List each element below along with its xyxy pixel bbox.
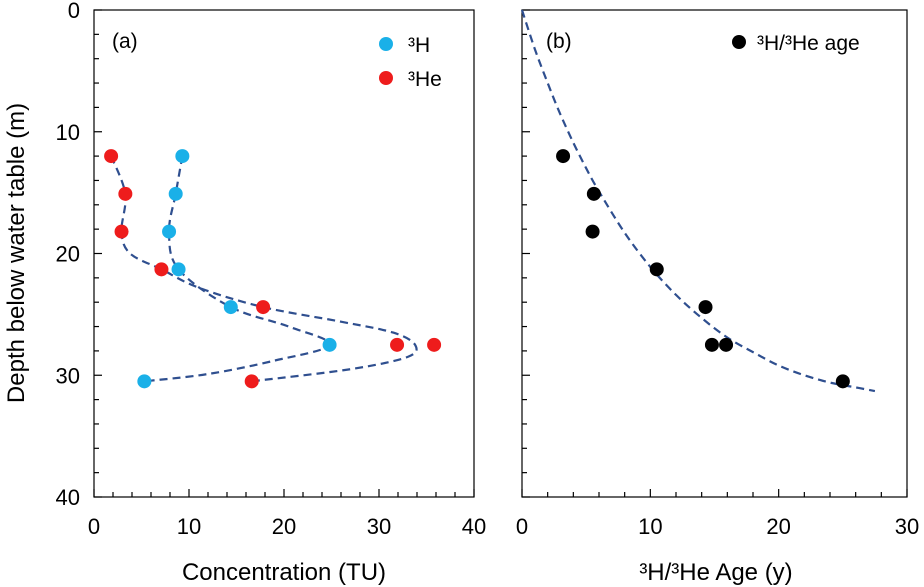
panel-a-h3-point-6	[322, 337, 337, 352]
legend-he3-label: ³He	[408, 68, 442, 91]
y-tick-label-0: 0	[68, 0, 80, 23]
panel-b-age-point-4	[649, 262, 664, 277]
panel-b-legend: ³H/³He age	[732, 32, 860, 55]
panel-a-x-tick-label-10: 10	[177, 514, 201, 539]
panel-b-age-point-7	[719, 337, 734, 352]
legend-age-label: ³H/³He age	[757, 32, 860, 55]
panel-a-x-axis-title: Concentration (TU)	[182, 559, 386, 586]
panel-a-he3-point-4	[154, 262, 169, 277]
panel-a-x-tick-label-20: 20	[272, 514, 296, 539]
panel-a: 0 10 20 30 40 0 10 20 30 40 (a) ³H ³He Concentra…	[3, 0, 486, 586]
panel-b-x-ticks: 0 10 20 30	[516, 489, 919, 539]
panel-b-x-tick-label-20: 20	[766, 514, 790, 539]
y-tick-label-40: 40	[56, 485, 80, 510]
panel-b-age-point-5	[698, 300, 713, 315]
panel-a-he3-point-1	[104, 149, 119, 164]
panel-a-x-tick-label-0: 0	[88, 514, 100, 539]
panel-b-age-fit-line	[520, 9, 876, 393]
panel-b-x-tick-label-0: 0	[516, 514, 528, 539]
panel-a-x-ticks: 0 10 20 30 40	[88, 489, 486, 539]
panel-a-h3-point-1	[175, 149, 190, 164]
panel-a-he3-point-3	[114, 224, 129, 239]
legend-he3-marker	[379, 71, 393, 85]
panel-b-label: (b)	[546, 30, 572, 53]
panel-b-age-point-1	[556, 149, 571, 164]
panel-a-h3-point-4	[171, 262, 186, 277]
panel-b: 0 10 20 30 (b) ³H/³He age ³H/³He Age (y)	[516, 9, 919, 586]
panel-a-he3-point-2	[118, 186, 133, 201]
legend-h3-marker	[379, 37, 393, 51]
panel-b-x-tick-label-10: 10	[638, 514, 662, 539]
panel-b-age-point-8	[835, 374, 850, 389]
legend-h3-label: ³H	[408, 34, 430, 57]
panel-a-h3-point-2	[168, 186, 183, 201]
panel-a-h3-point-5	[223, 300, 238, 315]
panel-a-h3-point-7	[137, 374, 152, 389]
y-tick-label-20: 20	[56, 242, 80, 267]
panel-a-label: (a)	[112, 30, 138, 53]
panel-b-x-axis-title: ³H/³He Age (y)	[639, 559, 792, 586]
y-tick-label-10: 10	[56, 120, 80, 145]
panel-a-points	[104, 149, 442, 389]
panel-b-age-point-6	[704, 337, 719, 352]
panel-a-legend: ³H ³He	[379, 34, 442, 91]
panel-b-points	[556, 149, 850, 389]
legend-age-marker	[732, 35, 746, 49]
panel-b-x-tick-label-30: 30	[895, 514, 919, 539]
panel-b-plot-frame	[521, 9, 908, 498]
panel-a-he3-point-8	[244, 374, 259, 389]
panel-b-age-point-2	[586, 186, 601, 201]
panel-a-he3-point-6	[390, 337, 405, 352]
panel-b-age-point-3	[585, 224, 600, 239]
panel-a-he3-point-5	[256, 300, 271, 315]
panel-a-x-tick-label-30: 30	[367, 514, 391, 539]
panel-a-h3-point-3	[162, 224, 177, 239]
panel-a-x-tick-label-40: 40	[462, 514, 486, 539]
panel-a-he3-point-7	[427, 337, 442, 352]
panel-a-y-ticks: 0 10 20 30 40	[56, 0, 102, 510]
y-tick-label-30: 30	[56, 363, 80, 388]
panel-b-y-ticks	[522, 9, 530, 498]
panel-a-y-axis-title: Depth below water table (m)	[3, 103, 30, 403]
